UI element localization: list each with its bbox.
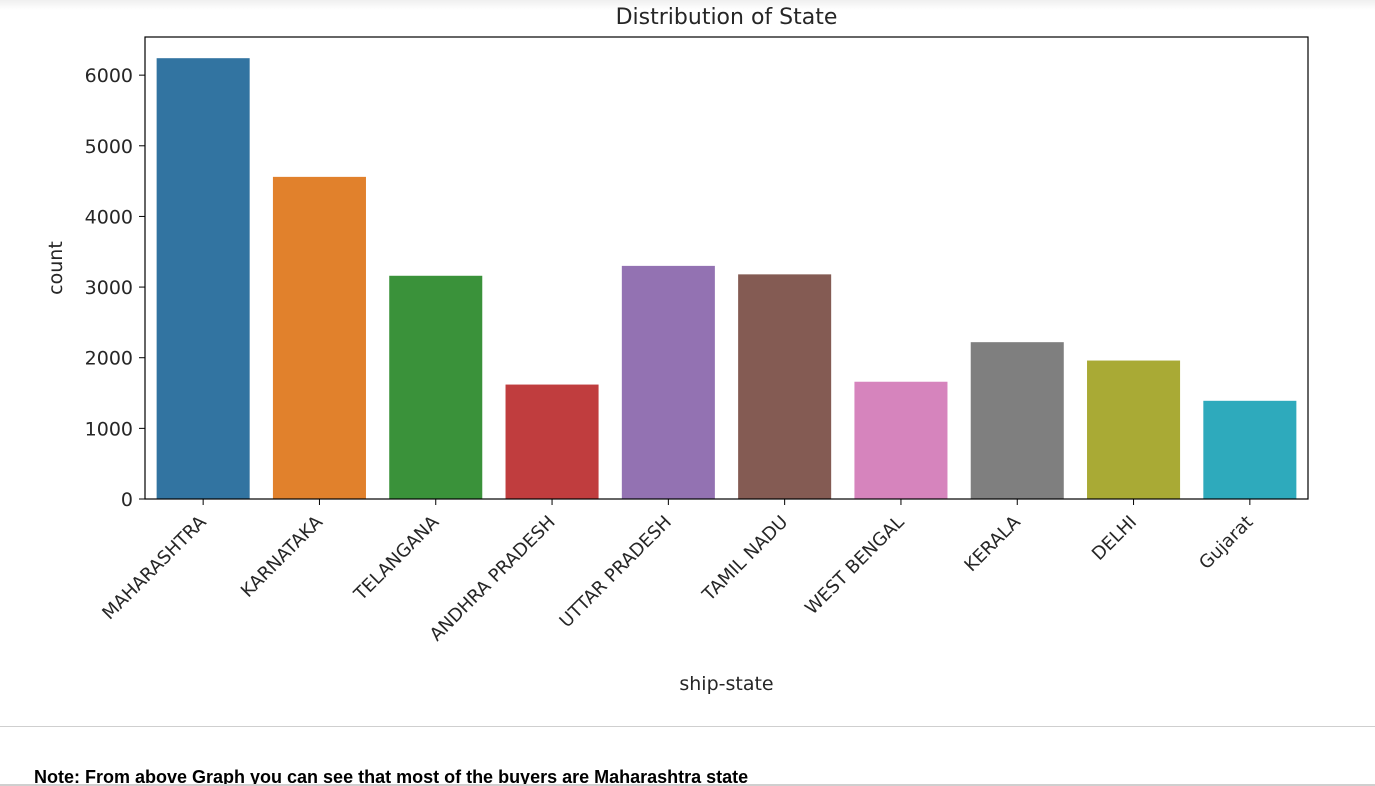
bar-chart: 0 1000 2000 3000 4000 5000 6000 MAHARASHTRA KAR… <box>45 5 1309 695</box>
bar-telangana <box>389 275 483 499</box>
bar-maharashtra <box>156 58 250 500</box>
bar-delhi <box>1087 360 1181 499</box>
y-tick-label: 3000 <box>85 277 133 299</box>
x-tick-label: WEST BENGAL <box>801 512 908 619</box>
x-tick-label: ANDHRA PRADESH <box>426 512 560 646</box>
y-axis: 0 1000 2000 3000 4000 5000 6000 <box>85 65 145 511</box>
y-tick-label: 0 <box>121 489 133 511</box>
chart-title: Distribution of State <box>616 5 838 30</box>
x-tick-label: Gujarat <box>1195 512 1257 574</box>
bar-group <box>156 58 1297 500</box>
bar-andhra-pradesh <box>505 384 599 499</box>
x-tick-label: TELANGANA <box>349 511 443 605</box>
note-text: Note: From above Graph you can see that … <box>34 767 749 786</box>
bar-tamil-nadu <box>738 274 832 499</box>
y-tick-label: 2000 <box>85 348 133 370</box>
y-tick-label: 4000 <box>85 206 133 228</box>
bar-karnataka <box>272 176 366 499</box>
x-tick-label: DELHI <box>1088 512 1141 565</box>
bar-kerala <box>970 342 1064 499</box>
plot-frame <box>144 36 1309 500</box>
bar-west-bengal <box>854 381 948 499</box>
x-tick-label: MAHARASHTRA <box>98 511 211 624</box>
y-axis-label: count <box>45 241 67 295</box>
top-shade <box>0 0 1375 10</box>
bar-gujarat <box>1203 400 1297 499</box>
y-tick-label: 5000 <box>85 136 133 158</box>
x-tick-label: TAMIL NADU <box>698 512 792 606</box>
x-tick-label: KARNATAKA <box>237 511 328 602</box>
cell-divider <box>0 726 1375 727</box>
x-tick-label: KERALA <box>960 511 1025 576</box>
x-axis-label: ship-state <box>679 673 773 695</box>
x-tick-label: UTTAR PRADESH <box>556 512 676 632</box>
bar-uttar-pradesh <box>621 265 715 499</box>
y-tick-label: 1000 <box>85 418 133 440</box>
bottom-rule <box>0 784 1375 786</box>
y-tick-label: 6000 <box>85 65 133 87</box>
